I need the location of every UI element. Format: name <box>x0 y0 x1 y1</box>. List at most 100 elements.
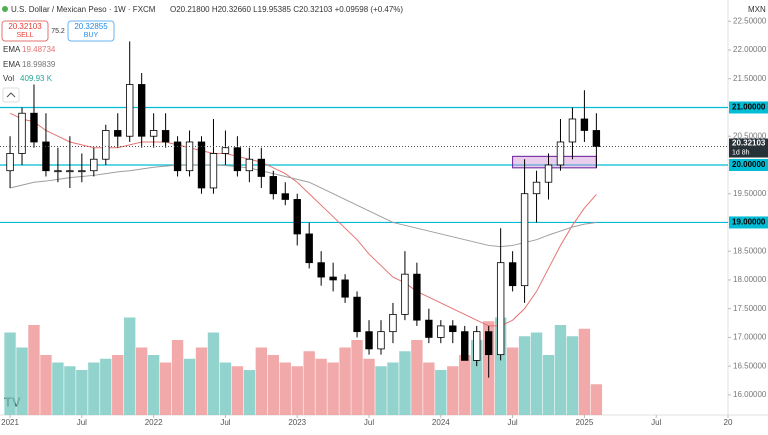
volume-bar <box>315 358 327 415</box>
candle-body <box>197 141 206 189</box>
candle-body <box>18 112 26 154</box>
candle-body <box>365 331 373 350</box>
candle-body <box>293 199 301 235</box>
y-tick-label: 22.50000 <box>733 16 767 25</box>
volume-bar <box>147 355 160 415</box>
ema-value: 19.48734 <box>22 45 56 54</box>
candle-body <box>461 331 469 361</box>
level-label-box <box>729 101 768 114</box>
collapse-icon <box>6 92 16 98</box>
x-tick-label: 20 <box>724 418 733 427</box>
volume-bar <box>231 366 244 415</box>
sell-label[interactable]: SELL <box>16 32 33 39</box>
countdown: 1d 8h <box>732 149 750 156</box>
current-price-box <box>729 138 768 158</box>
x-tick-label: 2023 <box>288 418 306 427</box>
level-label: 19.00000 <box>732 218 766 227</box>
volume-bar <box>28 325 40 415</box>
candle-body <box>114 130 122 137</box>
x-tick-label: 2022 <box>145 418 163 427</box>
volume-bar <box>506 347 519 415</box>
candle-body <box>281 193 289 200</box>
volume-bar <box>64 366 76 415</box>
candle-body <box>317 262 325 278</box>
currency: MXN <box>748 5 766 14</box>
volume-bar <box>387 362 399 415</box>
y-tick-label: 22.00000 <box>733 45 767 54</box>
buy-label[interactable]: BUY <box>84 32 99 39</box>
symbol-title: U.S. Dollar / Mexican Peso · 1W · FXCM <box>11 5 156 14</box>
volume-bar <box>363 358 375 415</box>
volume-bar <box>135 347 148 415</box>
volume-bar <box>530 332 543 415</box>
volume-bar <box>40 355 52 415</box>
candle-body <box>173 141 182 172</box>
volume-bar <box>219 362 232 415</box>
volume-bar <box>339 347 351 415</box>
candle-body <box>556 141 565 166</box>
x-tick-label: Jul <box>220 418 230 427</box>
volume-bar <box>494 317 507 415</box>
volume-bar <box>566 336 579 415</box>
y-tick-label: 16.00000 <box>733 390 767 399</box>
candle-body <box>221 147 230 154</box>
candle-body <box>329 276 337 281</box>
candle-body <box>484 331 493 356</box>
candle-body <box>568 118 577 143</box>
candle-body <box>389 314 397 333</box>
level-label: 21.00000 <box>732 103 766 112</box>
sell-price[interactable]: 20.32103 <box>8 22 42 31</box>
candle-body <box>425 319 433 338</box>
candle-body <box>185 141 194 172</box>
x-tick-label: 2021 <box>1 418 19 427</box>
volume-bar <box>76 370 88 415</box>
x-tick-label: Jul <box>364 418 374 427</box>
volume-bar <box>590 384 603 415</box>
candle-body <box>413 273 421 321</box>
volume-bar <box>291 366 303 415</box>
spread: 75.2 <box>51 28 65 35</box>
buy-button[interactable] <box>67 20 115 42</box>
volume-bar <box>16 347 28 415</box>
candle-body <box>544 164 553 183</box>
volume-bar <box>578 328 591 415</box>
y-tick-label: 16.50000 <box>733 361 767 370</box>
collapse-button[interactable] <box>2 87 20 103</box>
volume-bar <box>375 366 387 415</box>
candle-body <box>341 279 349 298</box>
volume-bar <box>52 362 64 415</box>
y-tick-label: 18.00000 <box>733 275 767 284</box>
candle-body <box>473 331 481 361</box>
candle-body <box>520 193 529 287</box>
volume-bar <box>267 355 279 415</box>
x-tick-label: 2025 <box>576 418 594 427</box>
candle-body <box>6 153 14 172</box>
sell-button[interactable] <box>1 20 49 42</box>
level-label: 20.00000 <box>732 160 766 169</box>
volume-bar <box>435 370 447 415</box>
candle-body <box>245 158 254 172</box>
ema-line <box>9 164 597 248</box>
y-tick-label: 21.50000 <box>733 74 767 83</box>
candle-body <box>161 130 170 143</box>
candle-body <box>209 153 218 189</box>
candle-body <box>269 176 277 195</box>
volume-bar <box>459 355 471 415</box>
status-dot <box>2 6 8 12</box>
candle-body <box>233 147 242 172</box>
volume-bar <box>171 340 184 415</box>
buy-price[interactable]: 20.32855 <box>74 22 108 31</box>
volume-bar <box>303 351 315 415</box>
volume-bar <box>207 332 220 415</box>
volume-bar <box>112 355 124 415</box>
volume-value: 409.93 K <box>20 74 53 83</box>
volume-bar <box>447 366 459 415</box>
y-tick-label: 17.00000 <box>733 333 767 342</box>
level-label-box <box>729 216 768 229</box>
volume-bar <box>327 362 339 415</box>
candle-body <box>30 112 38 143</box>
volume-bar <box>255 347 268 415</box>
candle-body <box>496 262 505 356</box>
volume-bar <box>554 325 567 415</box>
